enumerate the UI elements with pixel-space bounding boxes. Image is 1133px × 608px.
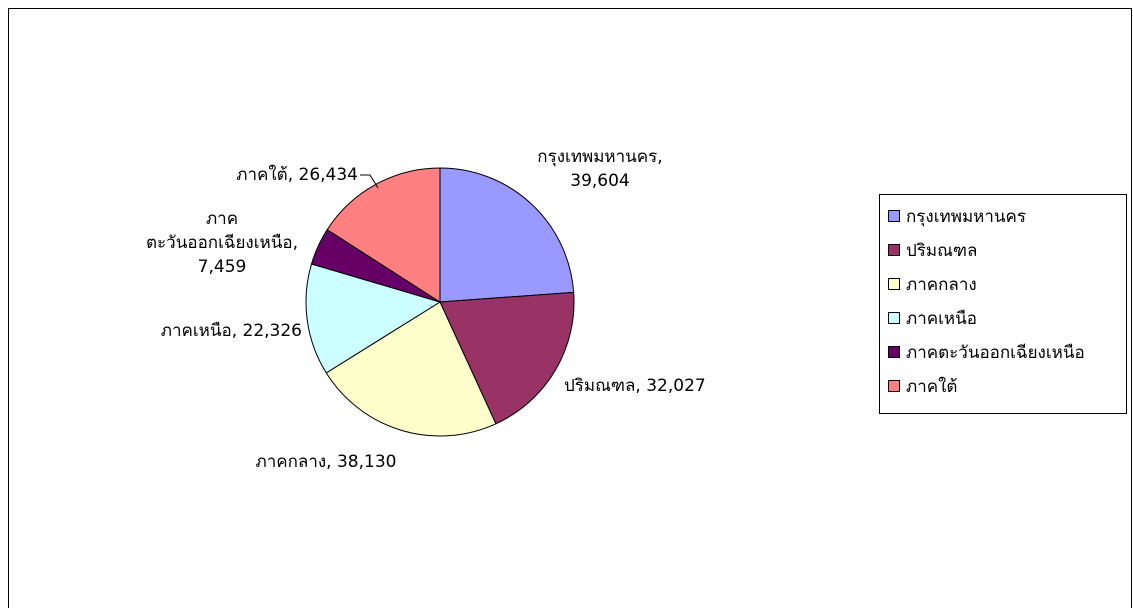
legend-swatch [888,244,900,256]
legend-item: ภาคใต้ [888,373,957,399]
legend-item: ภาคตะวันออกเฉียงเหนือ [888,339,1085,365]
leader-line [360,174,379,189]
legend-label: ภาคตะวันออกเฉียงเหนือ [906,342,1085,363]
pie-chart: กรุงเทพมหานคร, 39,604 ปริมณฑล, 32,027 ภาคกล… [146,147,706,472]
legend-label: กรุงเทพมหานคร [906,206,1027,227]
pie-slice [439,291,575,425]
data-label: ภาคตะวันออกเฉียงเหนือ, 7,459 [146,209,298,277]
legend-label: ภาคใต้ [906,376,958,397]
legend-item: ภาคกลาง [888,271,977,297]
pie-slice [325,301,497,437]
legend-swatch [888,346,900,358]
data-label: ภาคกลาง, 38,130 [256,452,397,472]
data-label: ปริมณฑล, 32,027 [564,376,706,396]
legend-label: ปริมณฑล [906,240,978,261]
data-label: ภาคเหนือ, 22,326 [161,321,302,341]
legend-swatch [888,210,900,222]
legend-item: กรุงเทพมหานคร [888,203,1026,229]
pie-slice [439,167,575,303]
pie-slice [305,263,442,374]
legend-label: ภาคกลาง [906,274,977,295]
legend-swatch [888,278,900,290]
legend: กรุงเทพมหานคร ปริมณฑล ภาคกลาง ภาคเหนือ ภ… [879,194,1127,414]
data-label: ภาคใต้, 26,434 [236,164,358,185]
legend-swatch [888,380,900,392]
legend-label: ภาคเหนือ [906,308,977,329]
legend-item: ปริมณฑล [888,237,977,263]
chart-frame [8,8,1132,608]
data-label: กรุงเทพมหานคร, 39,604 [537,147,662,191]
legend-swatch [888,312,900,324]
legend-item: ภาคเหนือ [888,305,977,331]
